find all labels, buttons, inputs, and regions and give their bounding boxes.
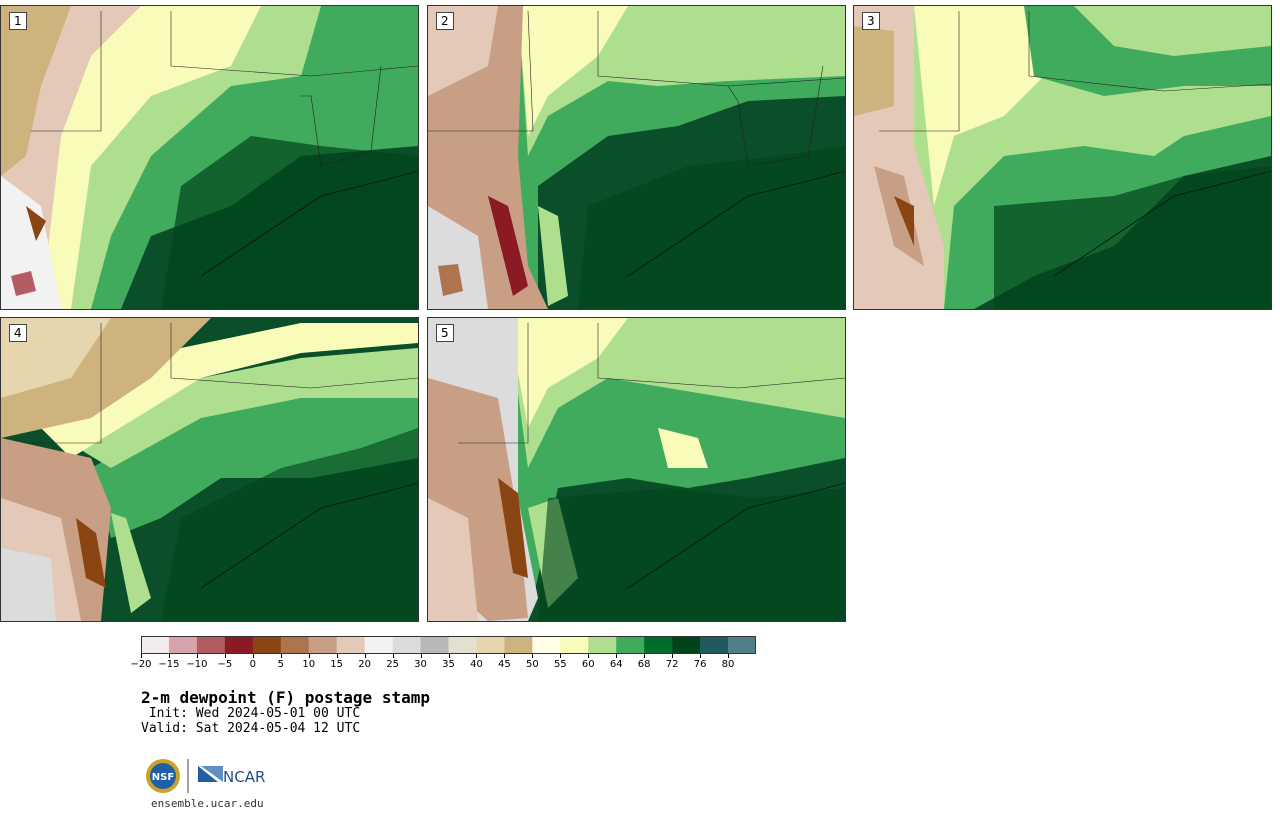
colorbar-tick-mark [308,654,310,658]
colorbar-tick-label: 76 [693,659,707,670]
colorbar-swatch [672,636,701,654]
valid-time: Valid: Sat 2024-05-04 12 UTC [141,721,361,736]
nsf-logo-text: NSF [152,772,174,783]
colorbar-tick-label: −10 [186,659,208,670]
colorbar-tick-mark [644,654,646,658]
colorbar-swatch [364,636,393,654]
colorbar-swatch [448,636,477,654]
panel-number: 2 [436,12,454,30]
colorbar-tick-label: 72 [665,659,679,670]
colorbar-swatch [336,636,365,654]
colorbar-tick-mark [588,654,590,658]
colorbar-swatch [700,636,729,654]
map-panel-3: 3 [853,5,1272,310]
colorbar-tick-mark [196,654,198,658]
colorbar-swatch [168,636,198,654]
panel-number: 1 [9,12,27,30]
colorbar-tick-label: 10 [302,659,316,670]
colorbar-tick-mark [224,654,226,658]
colorbar-tick-label: 45 [498,659,511,670]
colorbar-tick-mark [420,654,422,658]
colorbar-tick-label: −15 [158,659,180,670]
colorbar-swatch [560,636,589,654]
colorbar-swatch [532,636,561,654]
colorbar-tick-label: 35 [442,659,455,670]
colorbar-swatch [420,636,449,654]
colorbar-swatch [280,636,310,654]
colorbar-tick-mark [252,654,254,658]
colorbar-tick-mark [448,654,450,658]
colorbar-tick-mark [532,654,534,658]
colorbar-swatch [588,636,617,654]
colorbar-tick-mark [700,654,702,658]
logos: NSF NCAR [146,759,265,793]
colorbar-tick-label: −5 [217,659,233,670]
map-panel-4: 4 [0,317,419,622]
website-url[interactable]: ensemble.ucar.edu [151,797,264,810]
figure-title: 2-m dewpoint (F) postage stamp [141,688,430,707]
colorbar-swatch [392,636,421,654]
nsf-logo-icon: NSF [146,759,180,793]
colorbar-swatch [616,636,645,654]
colorbar-tick-label: 30 [414,659,427,670]
colorbar-tick-mark [168,654,170,658]
colorbar-tick-label: 40 [470,659,483,670]
colorbar-tick-mark [280,654,282,658]
colorbar-swatch [644,636,673,654]
colorbar-tick-mark [504,654,506,658]
ncar-logo-icon: NCAR [198,766,265,786]
dewpoint-map-2 [428,6,845,309]
colorbar-tick-label: 0 [249,659,256,670]
dewpoint-map-3 [854,6,1271,309]
colorbar-tick-label: 64 [609,659,623,670]
map-panel-1: 1 [0,5,419,310]
panel-number: 5 [436,324,454,342]
map-panel-5: 5 [427,317,846,622]
colorbar-tick-label: 15 [330,659,344,670]
dewpoint-map-5 [428,318,845,621]
init-time: Init: Wed 2024-05-01 00 UTC [141,706,361,721]
colorbar-tick-mark [672,654,674,658]
colorbar-tick-mark [616,654,618,658]
colorbar-tick-mark [336,654,338,658]
colorbar-tick-label: 80 [721,659,735,670]
colorbar-tick-mark [560,654,562,658]
colorbar-tick-label: 20 [358,659,371,670]
colorbar [141,636,756,654]
colorbar-swatch [252,636,282,654]
colorbar-border [141,636,756,654]
colorbar-tick-label: −20 [130,659,152,670]
dewpoint-map-1 [1,6,418,309]
ncar-logo-text: NCAR [223,768,265,786]
colorbar-tick-label: 60 [581,659,595,670]
dewpoint-map-4 [1,318,418,621]
colorbar-tick-mark [141,654,142,658]
colorbar-swatch [196,636,226,654]
colorbar-swatch [476,636,505,654]
panel-number: 3 [862,12,880,30]
colorbar-swatch [141,636,170,654]
colorbar-tick-label: 55 [553,659,567,670]
colorbar-swatch [224,636,254,654]
colorbar-tick-label: 5 [277,659,284,670]
map-panel-2: 2 [427,5,846,310]
colorbar-tick-label: 68 [637,659,651,670]
colorbar-tick-mark [392,654,394,658]
colorbar-tick-mark [364,654,366,658]
colorbar-tick-mark [476,654,478,658]
colorbar-tick-label: 50 [525,659,539,670]
panel-number: 4 [9,324,27,342]
colorbar-swatch [308,636,337,654]
colorbar-swatch [728,636,756,654]
colorbar-tick-label: 25 [386,659,399,670]
colorbar-swatch [504,636,533,654]
colorbar-tick-mark [728,654,730,658]
